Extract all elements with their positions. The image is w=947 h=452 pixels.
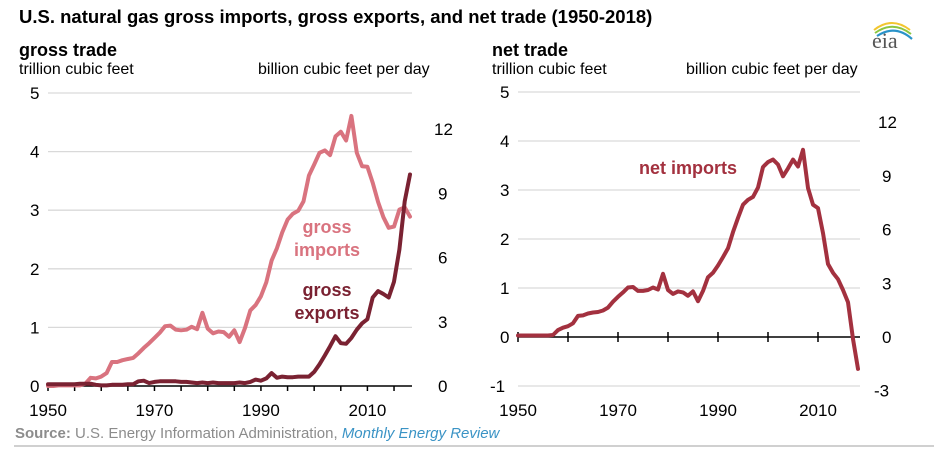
y-tick-label: 2 — [500, 230, 509, 249]
y-right-tick-label: 0 — [438, 377, 447, 396]
y-tick-label: 3 — [500, 181, 509, 200]
left-y-axis-right-label: billion cubic feet per day — [258, 61, 430, 78]
y-right-tick-label: 12 — [878, 113, 897, 132]
series-label: gross — [302, 280, 351, 300]
eia-logo-text: eia — [872, 28, 898, 52]
y-tick-label: 0 — [30, 377, 39, 396]
x-tick-label: 1990 — [699, 401, 737, 420]
left-y-axis-label: trillion cubic feet — [19, 61, 134, 78]
source-text: U.S. Energy Information Administration, — [70, 425, 342, 442]
y-tick-label: 5 — [30, 84, 39, 103]
y-right-tick-label: 3 — [438, 313, 447, 332]
eia-logo: eia — [872, 22, 913, 52]
y-tick-label: 1 — [500, 279, 509, 298]
right-y-axis-label: trillion cubic feet — [492, 61, 607, 78]
x-tick-label: 1950 — [29, 401, 67, 420]
x-tick-label: 1950 — [499, 401, 537, 420]
x-tick-label: 1990 — [242, 401, 280, 420]
series-line-gross-imports — [46, 113, 412, 388]
y-right-tick-label: 0 — [882, 328, 891, 347]
series-label: exports — [294, 303, 359, 323]
source-note: Source: U.S. Energy Information Administ… — [15, 425, 499, 442]
y-tick-label: 2 — [30, 260, 39, 279]
source-divider — [14, 445, 934, 447]
y-tick-label: -1 — [490, 377, 505, 396]
y-right-tick-label: 12 — [434, 120, 453, 139]
y-tick-label: 3 — [30, 201, 39, 220]
y-right-tick-label: 3 — [882, 274, 891, 293]
right-y-axis-right-label: billion cubic feet per day — [686, 61, 858, 78]
series-label: gross — [302, 217, 351, 237]
right-panel-title: net trade — [492, 40, 569, 60]
x-tick-label: 2010 — [348, 401, 386, 420]
y-tick-label: 0 — [500, 328, 509, 347]
series-line-gross-exports — [46, 172, 412, 388]
y-right-tick-label: 6 — [882, 221, 891, 240]
y-tick-label: 4 — [500, 132, 509, 151]
x-tick-label: 1970 — [136, 401, 174, 420]
y-tick-label: 4 — [30, 143, 39, 162]
x-tick-label: 1970 — [599, 401, 637, 420]
y-right-tick-label: 6 — [438, 249, 447, 268]
left-panel-title: gross trade — [19, 40, 118, 60]
x-tick-label: 2010 — [799, 401, 837, 420]
source-label: Source: — [15, 425, 71, 442]
series-line-net-imports — [516, 147, 860, 371]
y-right-tick-label: -3 — [874, 382, 889, 401]
series-label: imports — [294, 240, 360, 260]
source-publication-link[interactable]: Monthly Energy Review — [341, 425, 500, 442]
y-right-tick-label: 9 — [438, 184, 447, 203]
y-right-tick-label: 9 — [882, 167, 891, 186]
y-tick-label: 1 — [30, 318, 39, 337]
chart-title: U.S. natural gas gross imports, gross ex… — [19, 6, 653, 27]
series-label: net imports — [639, 158, 737, 178]
y-tick-label: 5 — [500, 83, 509, 102]
